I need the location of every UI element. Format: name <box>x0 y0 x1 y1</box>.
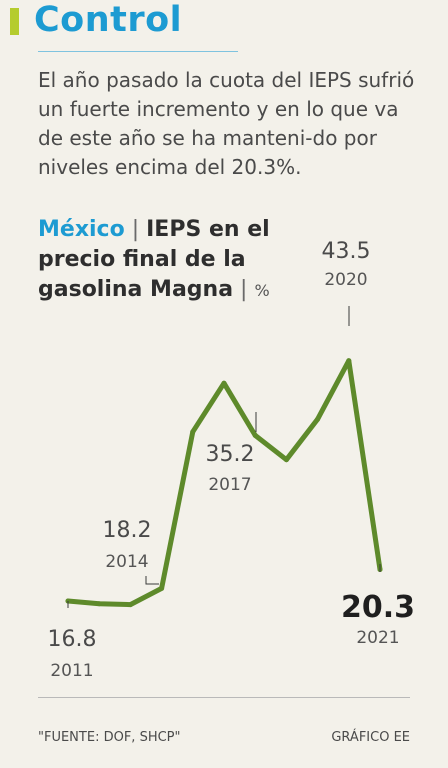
chart-title-main: IEPS en el precio final de la gasolina M… <box>38 217 270 302</box>
data-point <box>127 602 133 608</box>
data-point <box>346 358 352 364</box>
data-point <box>283 457 289 463</box>
data-point <box>96 601 102 607</box>
chart-title-separator: | <box>124 217 147 242</box>
data-label-value: 43.5 <box>322 239 371 264</box>
data-label-year: 2021 <box>356 628 399 648</box>
chart-title-unit-separator: | <box>233 277 255 302</box>
data-label-value: 35.2 <box>206 442 255 467</box>
data-label-value: 20.3 <box>341 590 415 625</box>
chart-title-country: México <box>38 217 125 242</box>
data-label-value: 16.8 <box>48 627 97 652</box>
data-point <box>221 380 227 386</box>
data-label-year: 2014 <box>105 552 148 572</box>
graphic-credit: GRÁFICO EE <box>331 730 410 745</box>
data-label-year: 2011 <box>50 661 93 681</box>
footer-divider <box>38 697 410 698</box>
data-point <box>252 432 258 438</box>
label-leader-line <box>145 576 159 585</box>
source-note: "FUENTE: DOF, SHCP" <box>38 730 181 745</box>
data-label-year: 2017 <box>208 475 251 495</box>
data-label-value: 18.2 <box>103 518 152 543</box>
data-point <box>315 416 321 422</box>
page-title: Control <box>34 0 183 40</box>
chart-title-unit: % <box>254 281 270 300</box>
data-point <box>159 585 165 591</box>
accent-bar <box>10 8 19 35</box>
intro-text: El año pasado la cuota del IEPS sufrió u… <box>38 68 415 179</box>
data-point <box>190 429 196 435</box>
data-label-year: 2020 <box>324 270 367 290</box>
chart-title: México | IEPS en el precio final de la g… <box>38 215 278 306</box>
title-divider <box>38 51 238 52</box>
